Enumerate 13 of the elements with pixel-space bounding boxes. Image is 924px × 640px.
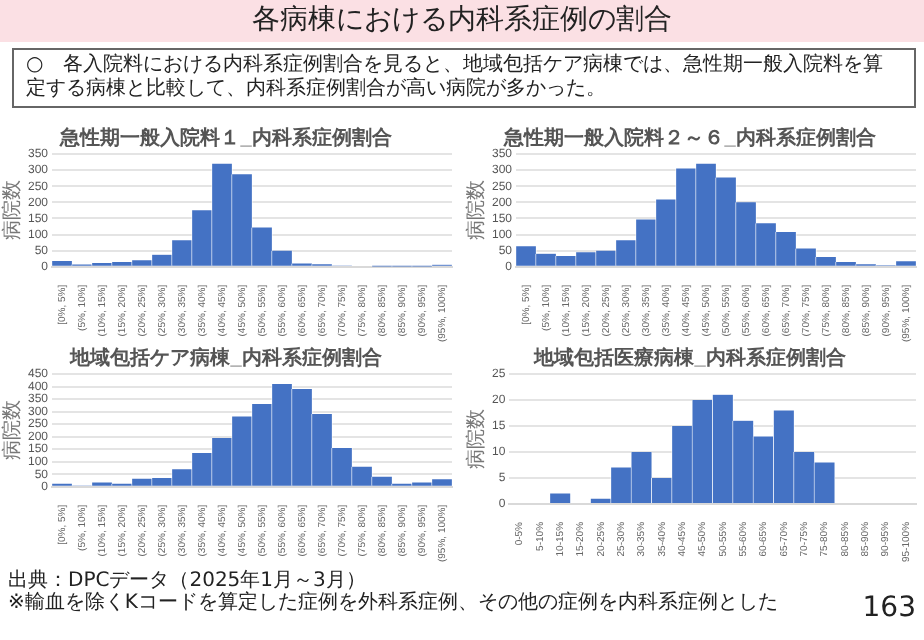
text: ※輸血を除くKコードを算定した症例を外科系症例、その他の症例を内科系症例とした bbox=[8, 592, 780, 614]
chart-title: 地域包括医療病棟_内科系症例割合 bbox=[532, 345, 848, 370]
y-axis-title: 病院数 bbox=[463, 180, 488, 241]
chart-title: 地域包括ケア病棟_内科系症例割合 bbox=[68, 345, 384, 370]
text: ○ 各入院料における内科系症例割合を見ると、地域包括ケア病棟では、急性期一般入院料を算定する病棟と比較して、内科系症例割合が高い病院が多かった。 bbox=[12, 48, 916, 108]
source-note: 出典：DPCデータ（2025年1月～3月） bbox=[8, 567, 366, 592]
text: 163 bbox=[862, 592, 916, 624]
y-axis-title: 病院数 bbox=[463, 408, 488, 469]
y-axis-title: 病院数 bbox=[0, 400, 24, 461]
chart-title: 急性期一般入院料１_内科系症例割合 bbox=[58, 125, 394, 150]
y-axis-title: 病院数 bbox=[0, 180, 24, 241]
text: 各病棟における内科系症例の割合 bbox=[0, 0, 924, 42]
chart-title: 急性期一般入院料２～６_内科系症例割合 bbox=[502, 125, 878, 150]
